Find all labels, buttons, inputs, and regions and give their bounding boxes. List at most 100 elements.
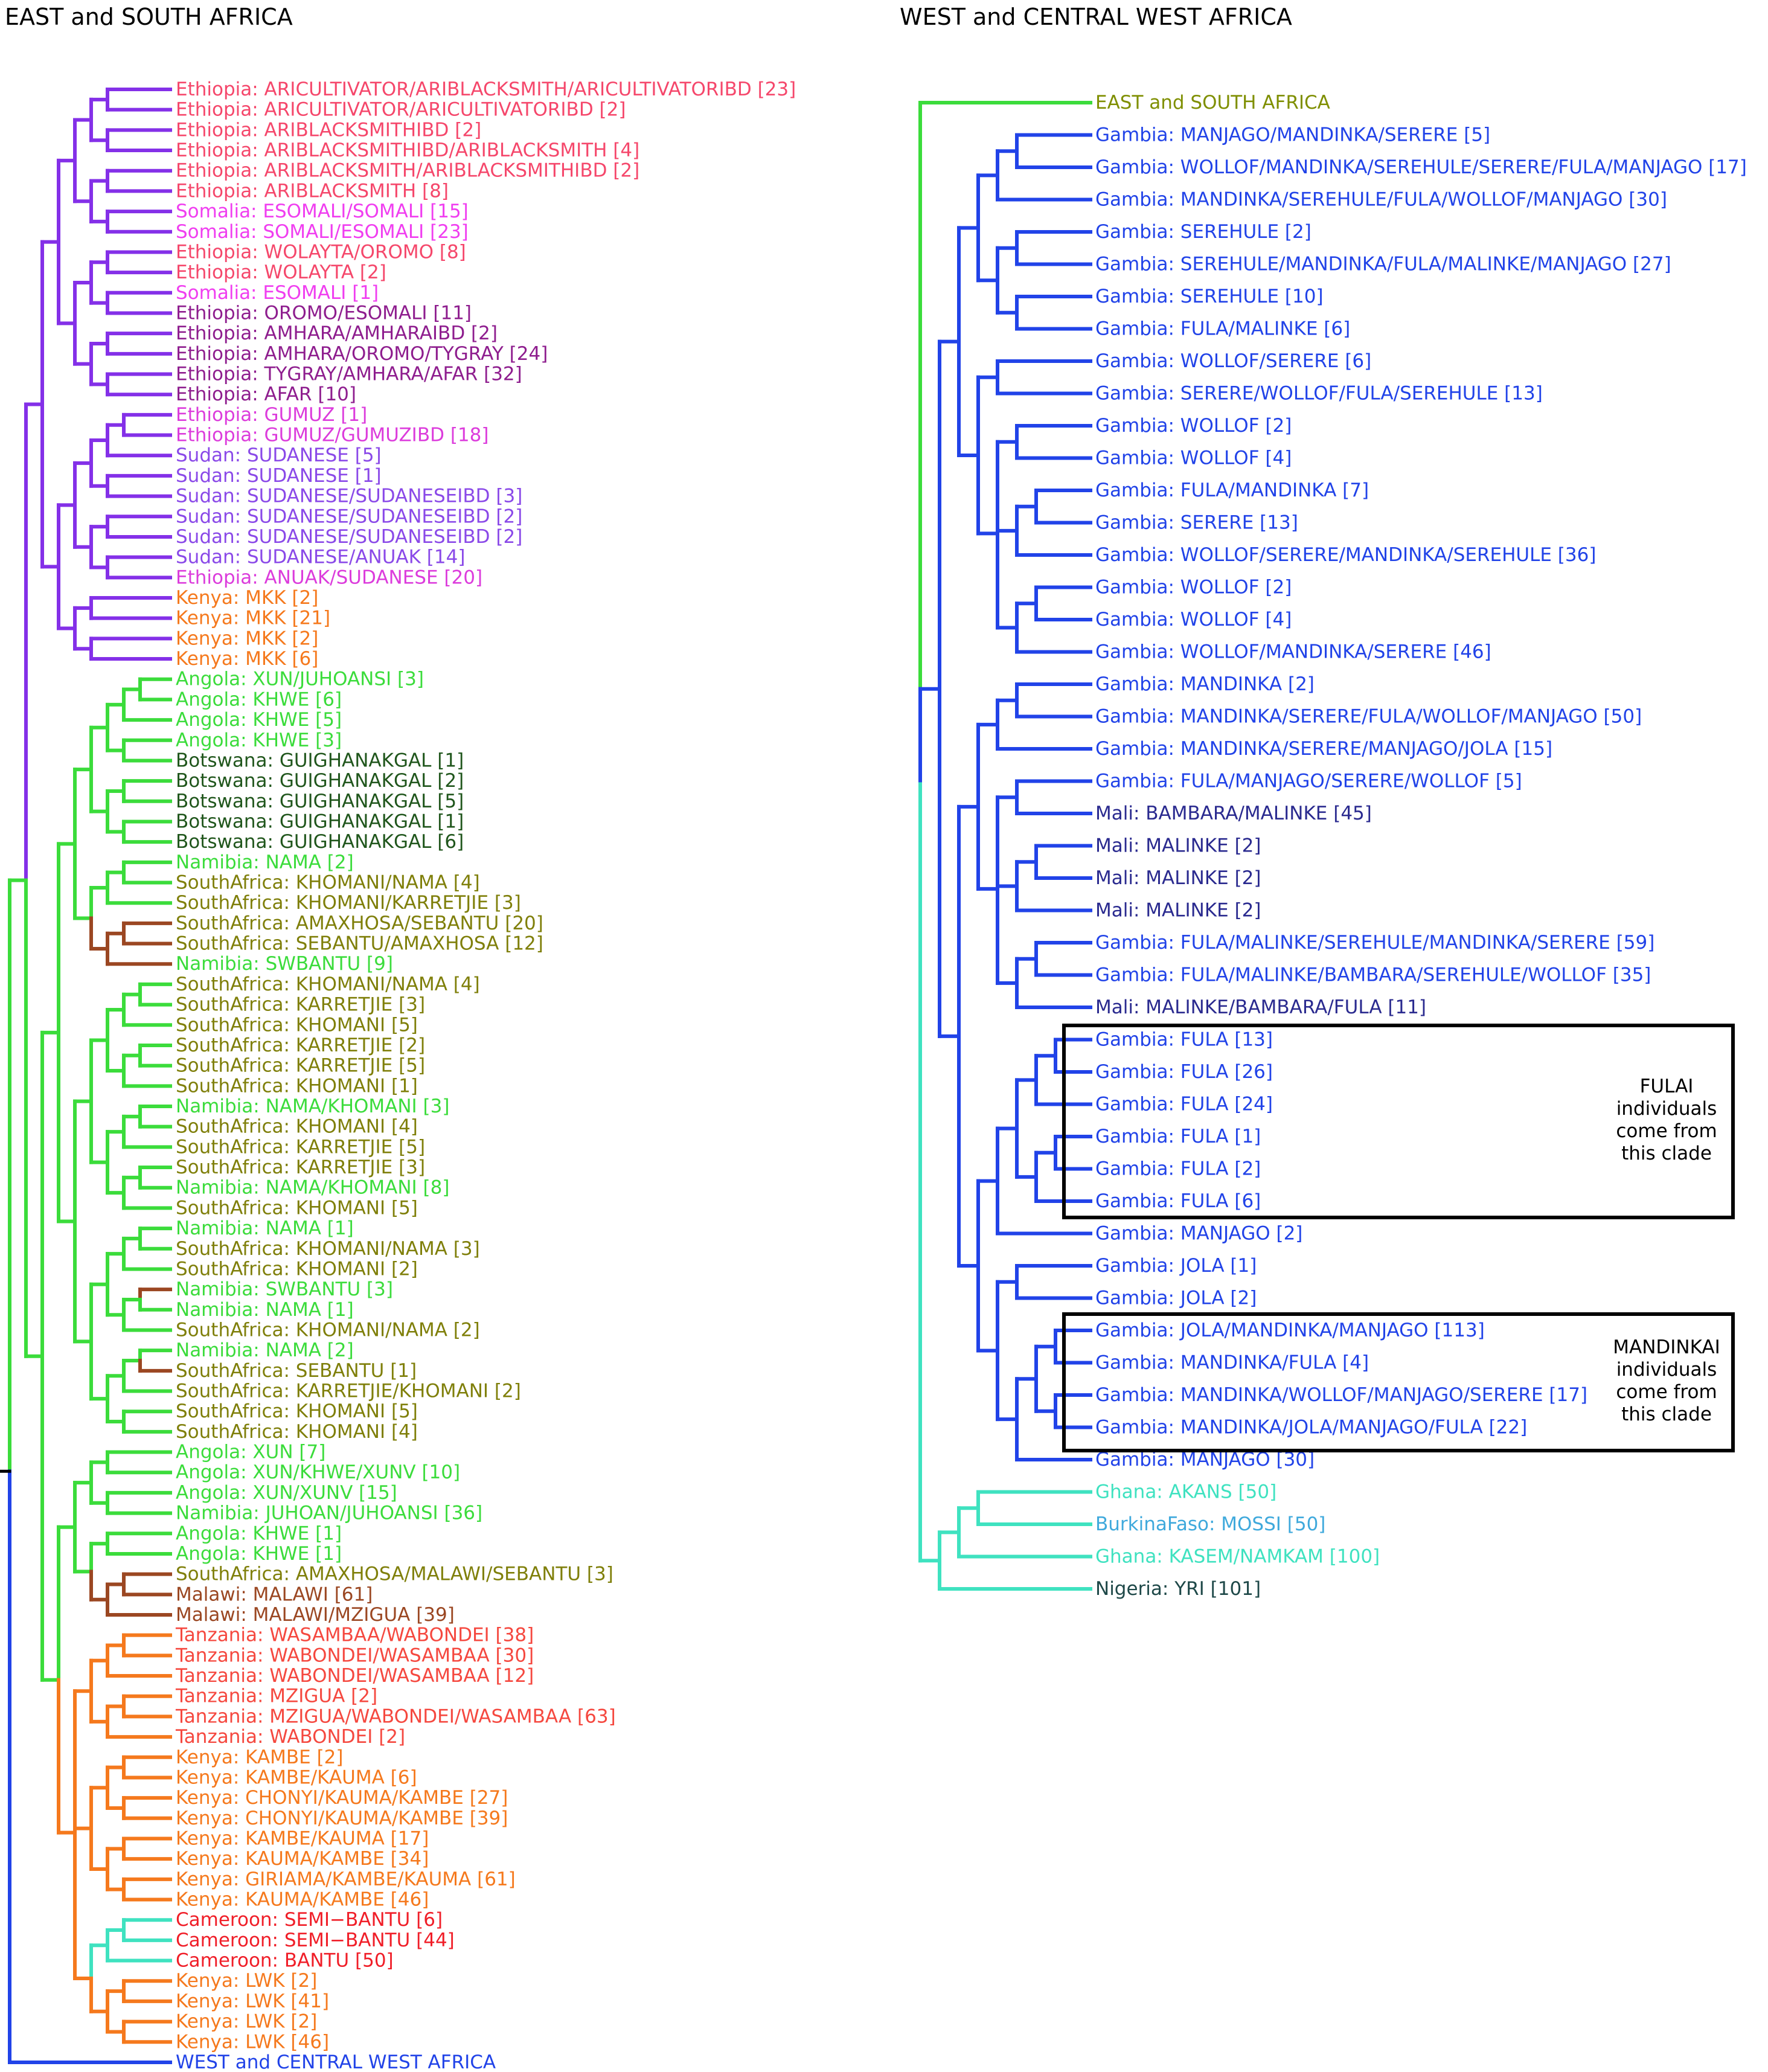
leaf-label: Gambia: FULA/MANJAGO/SERERE/WOLLOF [5] — [1095, 771, 1522, 792]
leaf-label: Ethiopia: WOLAYTA [2] — [176, 261, 386, 283]
clade-annotation-line: FULAI — [1640, 1076, 1694, 1097]
leaf-label: Sudan: SUDANESE/SUDANESEIBD [3] — [176, 486, 522, 507]
clade-annotation-line: this clade — [1621, 1143, 1712, 1164]
leaf-label: SouthAfrica: KHOMANI/NAMA [3] — [176, 1238, 480, 1260]
leaf-label: Sudan: SUDANESE [1] — [176, 465, 382, 487]
leaf-label: SouthAfrica: KHOMANI [5] — [176, 1197, 418, 1219]
leaf-label: Gambia: MANJAGO [2] — [1095, 1223, 1302, 1245]
leaf-label: Somalia: ESOMALI [1] — [176, 282, 379, 304]
leaf-label: Ethiopia: AMHARA/AMHARAIBD [2] — [176, 322, 498, 344]
left-panel-title: EAST and SOUTH AFRICA — [5, 4, 293, 30]
leaf-label: SouthAfrica: KHOMANI/NAMA [2] — [176, 1319, 480, 1341]
leaf-label: Angola: KHWE [6] — [176, 688, 342, 710]
leaf-label: SouthAfrica: KHOMANI [2] — [176, 1258, 418, 1280]
leaf-label: Botswana: GUIGHANAKGAL [6] — [176, 831, 464, 853]
leaf-label: Gambia: MANDINKA/SERERE/MANJAGO/JOLA [15… — [1095, 738, 1552, 760]
leaf-label: SouthAfrica: KARRETJIE [3] — [176, 994, 425, 1016]
leaf-label: Namibia: JUHOAN/JUHOANSI [36] — [176, 1503, 482, 1524]
leaf-label: Ethiopia: ARIBLACKSMITH [8] — [176, 180, 449, 202]
leaf-label: Somalia: ESOMALI/SOMALI [15] — [176, 200, 469, 222]
leaf-label: Tanzania: WABONDEI/WASAMBAA [12] — [175, 1665, 534, 1687]
leaf-label: Namibia: NAMA/KHOMANI [8] — [176, 1177, 449, 1199]
leaf-label: Gambia: FULA/MALINKE/BAMBARA/SEREHULE/WO… — [1095, 964, 1651, 986]
leaf-label: Gambia: WOLLOF [4] — [1095, 609, 1292, 630]
leaf-label: Angola: XUN/XUNV [15] — [176, 1482, 397, 1504]
leaf-label: Tanzania: WABONDEI [2] — [175, 1726, 405, 1748]
leaf-label: Kenya: CHONYI/KAUMA/KAMBE [39] — [176, 1807, 508, 1829]
leaf-label: Gambia: FULA/MALINKE/SEREHULE/MANDINKA/S… — [1095, 932, 1654, 954]
clade-annotation-line: individuals — [1616, 1359, 1717, 1381]
leaf-label: Angola: XUN/JUHOANSI [3] — [176, 669, 424, 690]
leaf-label: Cameroon: SEMI−BANTU [44] — [176, 1929, 455, 1951]
leaf-label: Angola: XUN [7] — [176, 1442, 325, 1463]
leaf-label: Kenya: KAUMA/KAMBE [46] — [176, 1889, 429, 1911]
leaf-label: SouthAfrica: KHOMANI/KARRETJIE [3] — [176, 892, 521, 914]
leaf-label: Gambia: MANDINKA/WOLLOF/MANJAGO/SERERE [… — [1095, 1384, 1587, 1406]
leaf-label: Namibia: NAMA [2] — [176, 852, 354, 873]
leaf-label: Kenya: LWK [41] — [176, 1990, 329, 2012]
leaf-label: Sudan: SUDANESE/SUDANESEIBD [2] — [176, 505, 522, 527]
clade-highlight-box — [1062, 1024, 1735, 1219]
leaf-label: Ethiopia: ARICULTIVATOR/ARICULTIVATORIBD… — [176, 99, 626, 121]
leaf-label: Mali: BAMBARA/MALINKE [45] — [1095, 803, 1372, 824]
leaf-label: Sudan: SUDANESE/SUDANESEIBD [2] — [176, 526, 522, 548]
leaf-label: Gambia: WOLLOF [2] — [1095, 415, 1292, 437]
leaf-label: Gambia: WOLLOF/MANDINKA/SERERE [46] — [1095, 641, 1491, 663]
leaf-label: Gambia: SEREHULE/MANDINKA/FULA/MALINKE/M… — [1095, 254, 1671, 275]
leaf-label: Gambia: JOLA [2] — [1095, 1288, 1257, 1309]
leaf-label: Mali: MALINKE [2] — [1095, 867, 1261, 889]
leaf-label: SouthAfrica: KHOMANI [4] — [176, 1421, 418, 1443]
leaf-label: Gambia: FULA/MANDINKA [7] — [1095, 480, 1369, 501]
leaf-label: Botswana: GUIGHANAKGAL [2] — [176, 770, 464, 792]
leaf-label: Kenya: GIRIAMA/KAMBE/KAUMA [61] — [176, 1868, 516, 1890]
leaf-label: Gambia: SEREHULE [2] — [1095, 221, 1312, 243]
leaf-label: SouthAfrica: AMAXHOSA/MALAWI/SEBANTU [3] — [176, 1564, 613, 1585]
left-dendrogram: Ethiopia: ARICULTIVATOR/ARIBLACKSMITH/AR… — [0, 79, 796, 2072]
leaf-label: Gambia: MANDINKA [2] — [1095, 673, 1315, 695]
leaf-label: SouthAfrica: KARRETJIE/KHOMANI [2] — [176, 1381, 521, 1402]
leaf-label: SouthAfrica: KHOMANI/NAMA [4] — [176, 872, 480, 894]
leaf-label: Gambia: MANDINKA/SEREHULE/FULA/WOLLOF/MA… — [1095, 189, 1667, 211]
leaf-label: Kenya: KAMBE/KAUMA [17] — [176, 1827, 429, 1849]
leaf-label: Gambia: MANDINKA/JOLA/MANJAGO/FULA [22] — [1095, 1417, 1527, 1439]
leaf-label: Malawi: MALAWI [61] — [176, 1583, 373, 1605]
leaf-label: Namibia: NAMA [1] — [176, 1299, 354, 1321]
leaf-label: Kenya: CHONYI/KAUMA/KAMBE [27] — [176, 1787, 508, 1809]
leaf-label: BurkinaFaso: MOSSI [50] — [1095, 1513, 1325, 1535]
leaf-label: Gambia: SEREHULE [10] — [1095, 286, 1324, 307]
clade-annotation-line: come from — [1616, 1381, 1717, 1403]
leaf-label: SouthAfrica: AMAXHOSA/SEBANTU [20] — [176, 913, 543, 934]
leaf-label: SouthAfrica: KHOMANI [5] — [176, 1014, 418, 1036]
clade-highlight-box — [1062, 1312, 1735, 1452]
leaf-label: Gambia: JOLA/MANDINKA/MANJAGO [113] — [1095, 1320, 1485, 1341]
leaf-label: SouthAfrica: KHOMANI [5] — [176, 1400, 418, 1422]
leaf-label: Gambia: MANJAGO/MANDINKA/SERERE [5] — [1095, 124, 1490, 146]
leaf-label: Kenya: MKK [2] — [176, 587, 318, 609]
leaf-label: Ethiopia: ARIBLACKSMITHIBD [2] — [176, 119, 481, 141]
leaf-label: WEST and CENTRAL WEST AFRICA — [176, 2051, 496, 2072]
leaf-label: Kenya: KAMBE [2] — [176, 1746, 344, 1768]
leaf-label: Gambia: WOLLOF [2] — [1095, 577, 1292, 598]
leaf-label: Gambia: FULA [24] — [1095, 1094, 1273, 1115]
leaf-label: Gambia: SERERE [13] — [1095, 512, 1298, 534]
leaf-label: Kenya: KAMBE/KAUMA [6] — [176, 1766, 417, 1788]
right-panel-title: WEST and CENTRAL WEST AFRICA — [900, 4, 1292, 30]
leaf-label: Ghana: KASEM/NAMKAM [100] — [1095, 1546, 1380, 1568]
leaf-label: Kenya: MKK [6] — [176, 648, 318, 670]
leaf-label: Kenya: KAUMA/KAMBE [34] — [176, 1848, 429, 1870]
leaf-label: Cameroon: SEMI−BANTU [6] — [176, 1909, 443, 1931]
leaf-label: Tanzania: WABONDEI/WASAMBAA [30] — [175, 1644, 534, 1666]
leaf-label: Ghana: AKANS [50] — [1095, 1481, 1276, 1503]
leaf-label: Ethiopia: GUMUZ/GUMUZIBD [18] — [176, 425, 488, 446]
leaf-label: SouthAfrica: SEBANTU [1] — [176, 1360, 417, 1382]
leaf-label: EAST and SOUTH AFRICA — [1095, 92, 1330, 114]
leaf-label: Mali: MALINKE/BAMBARA/FULA [11] — [1095, 996, 1426, 1018]
leaf-label: Ethiopia: WOLAYTA/OROMO [8] — [176, 241, 466, 263]
leaf-label: Ethiopia: GUMUZ [1] — [176, 404, 367, 426]
clade-annotation-line: individuals — [1616, 1098, 1717, 1120]
leaf-label: SouthAfrica: KHOMANI [4] — [176, 1116, 418, 1138]
leaf-label: Gambia: WOLLOF/MANDINKA/SEREHULE/SERERE/… — [1095, 156, 1747, 178]
leaf-label: Kenya: MKK [21] — [176, 608, 330, 629]
leaf-label: SouthAfrica: KARRETJIE [5] — [176, 1055, 425, 1077]
